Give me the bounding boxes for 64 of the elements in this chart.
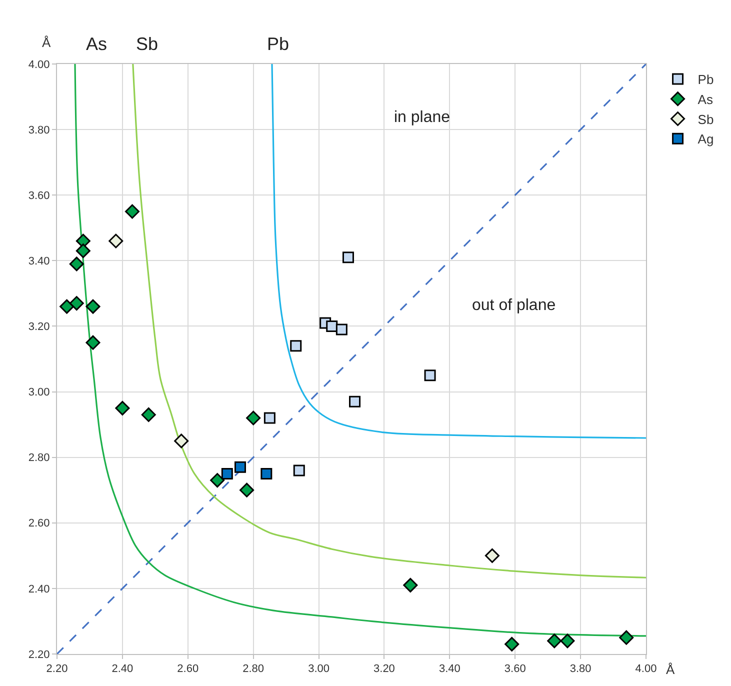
point — [326, 320, 338, 332]
annotation: out of plane — [472, 297, 556, 314]
y-tick-label: 3.80 — [28, 124, 50, 136]
point — [349, 396, 361, 408]
x-tick-label: 2.20 — [46, 663, 68, 676]
point — [221, 468, 233, 480]
point — [264, 412, 276, 424]
x-tick-label: 3.40 — [438, 663, 460, 676]
point — [403, 578, 418, 592]
point — [141, 407, 156, 422]
y-tick-label: 2.20 — [28, 648, 50, 661]
legend-label: Sb — [698, 112, 714, 127]
annotation: in plane — [394, 109, 450, 126]
point — [108, 234, 124, 248]
line-series — [132, 64, 646, 578]
point — [115, 400, 130, 416]
point — [290, 340, 302, 352]
point — [260, 468, 272, 480]
x-tick-label: 3.60 — [504, 663, 526, 676]
x-tick-label: 2.40 — [112, 663, 134, 676]
point — [69, 296, 84, 311]
y-tick-label: 3.60 — [28, 190, 50, 202]
y-tick-label: 3.20 — [28, 321, 50, 334]
point — [293, 464, 305, 476]
y-axis-title: Å — [42, 35, 51, 50]
point — [619, 630, 634, 645]
point — [240, 482, 254, 498]
y-tick-label: 2.40 — [28, 583, 50, 596]
line-series — [271, 64, 646, 439]
point — [210, 473, 225, 488]
x-tick-label: 2.80 — [242, 663, 264, 676]
point — [125, 204, 140, 219]
point — [504, 636, 520, 652]
legend-label: Pb — [698, 72, 714, 88]
text: Sb — [136, 34, 158, 54]
point — [60, 299, 74, 314]
y-tick-label: 2.80 — [28, 452, 50, 464]
point — [234, 461, 246, 473]
x-tick-label: 3.80 — [570, 663, 592, 676]
legend-label: As — [698, 92, 714, 107]
point — [246, 410, 261, 426]
legend-label: Ag — [698, 132, 714, 147]
point — [76, 244, 90, 258]
x-tick-label: 2.60 — [177, 663, 199, 676]
x-tick-label: 4.00 — [635, 663, 657, 676]
point — [547, 634, 562, 648]
point — [424, 370, 436, 382]
point — [560, 634, 575, 648]
point — [484, 548, 500, 563]
point — [86, 299, 100, 314]
text: Pb — [267, 34, 290, 54]
x-tick-label: 3.00 — [308, 663, 330, 676]
point — [342, 252, 354, 264]
text: As — [86, 34, 108, 54]
point — [86, 335, 100, 350]
x-tick-label: 3.20 — [374, 663, 395, 676]
y-tick-label: 2.60 — [28, 518, 50, 530]
point — [174, 434, 189, 448]
point — [336, 324, 348, 336]
y-tick-label: 4.00 — [28, 58, 50, 71]
point — [69, 256, 84, 272]
x-axis-title: Å — [666, 662, 675, 677]
y-tick-label: 3.00 — [28, 386, 50, 399]
y-tick-label: 3.40 — [28, 256, 50, 268]
